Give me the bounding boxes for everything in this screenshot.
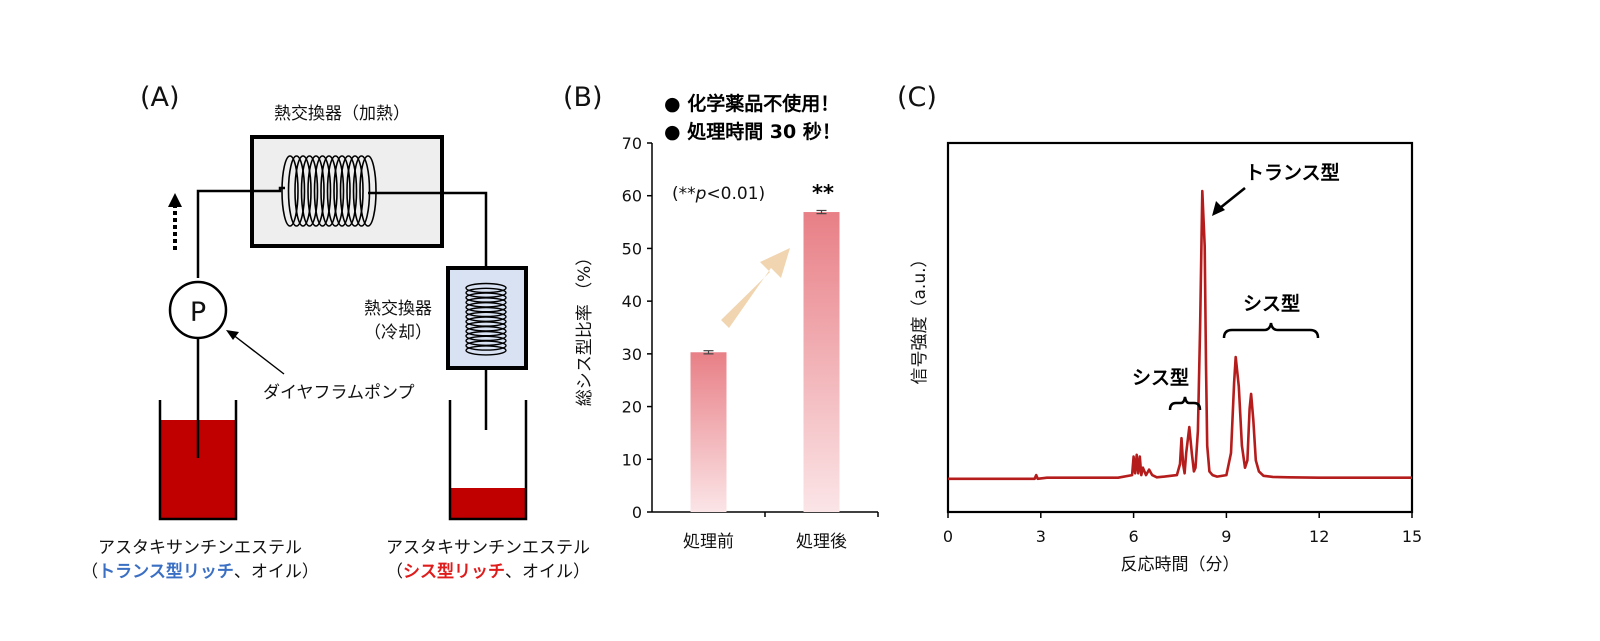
y-tick-label: 60	[622, 187, 642, 206]
heater-coil-icon	[281, 155, 377, 227]
cooler-label-line2: （冷却）	[364, 323, 432, 343]
y-tick-label: 30	[622, 345, 642, 364]
panel-a: (A) 熱交換器（加熱） P ダイヤフラムポンプ	[81, 82, 590, 582]
bullet-1: ● 化学薬品不使用！	[664, 92, 839, 115]
x-tick-label: 6	[1129, 527, 1139, 546]
pump-icon	[168, 280, 228, 340]
x-axis-label: 反応時間（分）	[1121, 555, 1240, 575]
panel-a-label: (A)	[140, 82, 180, 113]
annotation-trans: トランス型	[1245, 161, 1340, 184]
significance-suffix: <0.01)	[706, 184, 765, 204]
y-axis-label: 信号強度（a.u.）	[910, 251, 930, 385]
annotation-cis-right: シス型	[1243, 292, 1300, 315]
right-beaker	[448, 400, 528, 521]
plot-frame	[946, 141, 1414, 514]
right-product-rest: 、オイル）	[505, 562, 590, 582]
right-product-line1: アスタキサンチンエステル	[386, 538, 590, 558]
significance-marker: **	[812, 181, 834, 205]
y-tick-label: 40	[622, 292, 642, 311]
left-product-highlight: トランス型リッチ	[98, 561, 234, 582]
significance-note: (**p<0.01)	[672, 184, 765, 204]
pump-pointer-arrow-icon	[226, 330, 285, 375]
x-tick-label: 9	[1221, 527, 1231, 546]
y-tick-label: 20	[622, 398, 642, 417]
bar-chart: 0 10 20 30 40 50 60 70 総シス型比率 （%） 処理前 処理後	[575, 134, 879, 552]
heater-label: 熱交換器（加熱）	[274, 104, 410, 124]
flow-direction-arrow-icon	[168, 193, 182, 250]
x-tick-label: 15	[1402, 527, 1422, 546]
cis-right-brace-icon	[1222, 322, 1320, 339]
panel-c-label: (C)	[897, 82, 937, 113]
left-beaker	[158, 400, 238, 521]
panel-b-label: (B)	[563, 82, 603, 113]
trans-pointer-arrow-icon	[1212, 186, 1246, 216]
y-tick-label: 0	[632, 503, 642, 522]
right-oil-fill	[450, 488, 526, 518]
increase-arrow-icon	[721, 248, 790, 328]
cooler-coil-icon	[465, 282, 507, 356]
bar-before	[690, 352, 727, 512]
x-tick-label: 0	[943, 527, 953, 546]
pump-label: ダイヤフラムポンプ	[263, 383, 414, 403]
left-product-open: （	[81, 562, 98, 582]
cooler-box	[446, 266, 528, 370]
x-category-label: 処理後	[796, 532, 847, 552]
left-product-line2: （トランス型リッチ、オイル）	[81, 561, 319, 582]
left-product-rest: 、オイル）	[234, 562, 319, 582]
y-tick-label: 50	[622, 239, 642, 258]
right-product-line2: （シス型リッチ、オイル）	[386, 561, 590, 582]
bullet-2: ● 処理時間 30 秒！	[664, 120, 841, 143]
cooler-label-line1: 熱交換器	[364, 299, 432, 319]
x-tick-label: 3	[1036, 527, 1046, 546]
bar-after	[803, 212, 840, 512]
annotation-cis-left: シス型	[1132, 366, 1189, 389]
left-product-line1: アスタキサンチンエステル	[98, 538, 302, 558]
x-tick-label: 12	[1309, 527, 1329, 546]
y-axis-label: 総シス型比率 （%）	[575, 249, 595, 407]
right-product-highlight: シス型リッチ	[403, 561, 505, 582]
panel-b: (B) ● 化学薬品不使用！ ● 処理時間 30 秒！ (**p<0.01) 0…	[563, 82, 879, 552]
right-product-open: （	[386, 562, 403, 582]
chromatogram-chart: 0 3 6 9 12 15 反応時間（分） 信号強度（a.u.）	[910, 141, 1422, 575]
pump-symbol: P	[190, 297, 206, 328]
significance-prefix: (**	[672, 184, 696, 204]
cis-left-brace-icon	[1168, 396, 1202, 411]
chromatogram-line	[948, 189, 1412, 481]
y-tick-label: 70	[622, 134, 642, 153]
significance-p: p	[695, 184, 707, 204]
y-tick-label: 10	[622, 450, 642, 469]
x-category-label: 処理前	[683, 532, 734, 552]
